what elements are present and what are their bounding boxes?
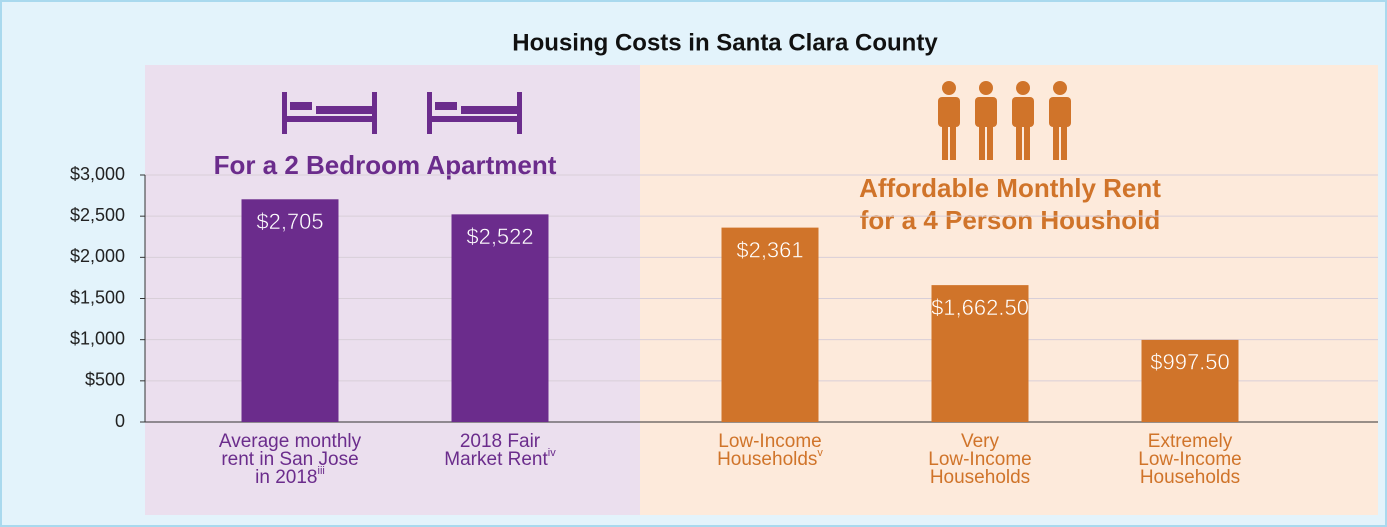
group-title: Affordable Monthly Rent [859, 173, 1161, 203]
y-tick-label: $1,000 [70, 328, 125, 348]
x-tick-label: rent in San Jose [221, 449, 358, 470]
group-title: for a 4 Person Houshold [860, 205, 1161, 235]
bar [1141, 339, 1239, 422]
bed-icons [282, 92, 522, 134]
y-tick-label: $500 [85, 370, 125, 390]
value-label: $2,705 [256, 209, 323, 234]
bar [451, 214, 549, 422]
footnote-marker: iii [318, 465, 325, 477]
panel [145, 65, 640, 515]
x-tick-label: Households [1140, 467, 1240, 488]
chart-title: Housing Costs in Santa Clara County [512, 29, 938, 56]
footnote-marker: iv [548, 447, 556, 459]
footnote-marker: v [817, 447, 823, 459]
value-label: $1,662.50 [931, 295, 1029, 320]
value-label: $997.50 [1150, 350, 1230, 375]
y-tick-label: $2,500 [70, 205, 125, 225]
people-icons [938, 81, 1071, 160]
y-tick-label: $3,000 [70, 164, 125, 184]
x-tick-label: Low-Income [1138, 449, 1242, 470]
x-tick-label: Market Rentiv [444, 447, 556, 470]
y-tick-label: $1,500 [70, 287, 125, 307]
x-tick-label: Low-Income [718, 431, 822, 452]
x-tick-label: Low-Income [928, 449, 1032, 470]
bar [721, 227, 819, 422]
value-label: $2,361 [736, 237, 803, 262]
x-tick-label: 2018 Fair [460, 431, 541, 452]
bar [931, 285, 1029, 422]
value-label: $2,522 [466, 224, 533, 249]
y-tick-label: $2,000 [70, 246, 125, 266]
bar [241, 199, 339, 422]
x-tick-label: Householdsv [717, 447, 823, 470]
x-tick-label: Extremely [1148, 431, 1233, 452]
x-tick-label: Very [961, 431, 1000, 452]
x-tick-label: Households [930, 467, 1030, 488]
x-tick-label: in 2018iii [255, 465, 325, 488]
x-tick-label: Average monthly [219, 431, 362, 452]
y-tick-label: 0 [115, 411, 125, 431]
